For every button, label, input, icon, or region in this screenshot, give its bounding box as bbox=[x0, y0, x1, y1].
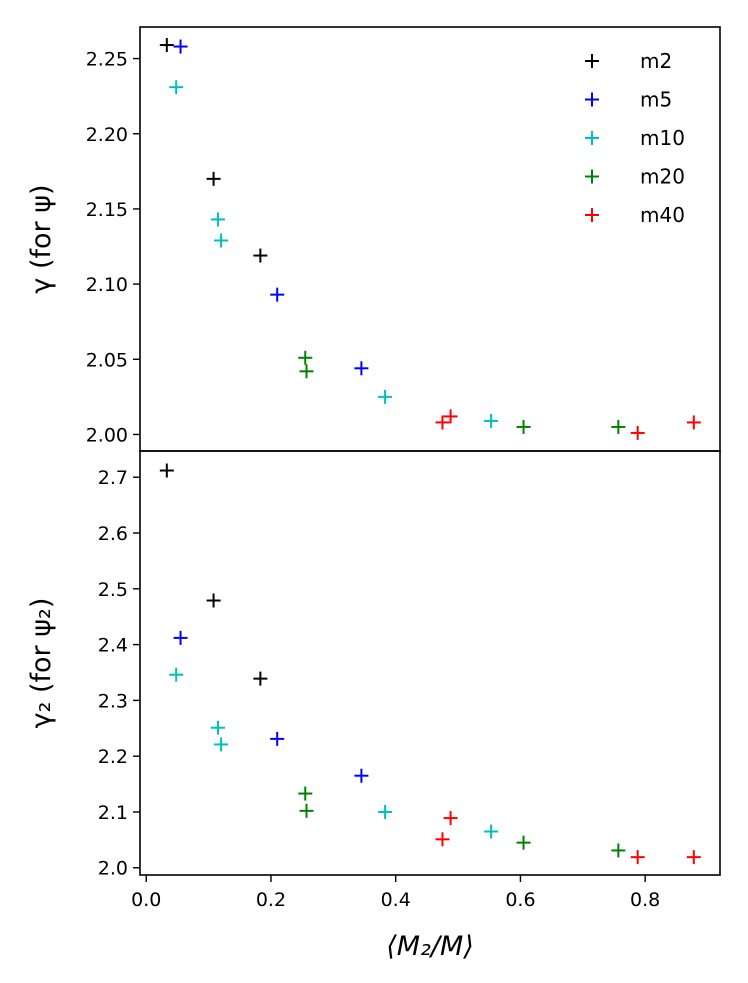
data-point-m20 bbox=[298, 786, 313, 801]
legend-entry-m10: m10 bbox=[585, 126, 685, 150]
data-point-m20 bbox=[516, 419, 531, 434]
y-tick-label: 2.3 bbox=[98, 690, 128, 712]
y-tick-label: 2.00 bbox=[86, 424, 128, 446]
data-point-m10 bbox=[378, 804, 393, 819]
y-tick-label: 2.4 bbox=[98, 635, 128, 657]
data-point-m2 bbox=[206, 171, 221, 186]
y-tick-label: 2.5 bbox=[98, 579, 128, 601]
legend-label: m40 bbox=[640, 203, 685, 227]
legend-label: m2 bbox=[640, 49, 672, 73]
x-tick-label: 0.2 bbox=[256, 889, 286, 911]
bottom-y-axis-label: γ₂ (for ψ₂) bbox=[26, 598, 57, 729]
y-tick-label: 2.0 bbox=[98, 858, 128, 880]
legend-entry-m2: m2 bbox=[585, 49, 672, 73]
data-point-m2 bbox=[159, 38, 174, 53]
x-tick-label: 0.0 bbox=[131, 889, 161, 911]
top-y-axis-label: γ (for ψ) bbox=[26, 184, 57, 293]
data-point-m5 bbox=[354, 361, 369, 376]
data-point-m10 bbox=[214, 737, 229, 752]
data-point-m2 bbox=[253, 248, 268, 263]
top-panel-y-ticks: 2.00 2.05 2.10 2.15 2.20 2.25 bbox=[86, 49, 140, 446]
data-point-m10 bbox=[210, 212, 225, 227]
data-point-m40 bbox=[443, 811, 458, 826]
legend-label: m10 bbox=[640, 126, 685, 150]
y-tick-label: 2.2 bbox=[98, 746, 128, 768]
x-axis-ticks: 0.0 0.2 0.4 0.6 0.8 bbox=[131, 875, 660, 911]
legend-entry-m40: m40 bbox=[585, 203, 685, 227]
data-point-m10 bbox=[484, 413, 499, 428]
data-point-m40 bbox=[686, 850, 701, 865]
top-panel-points bbox=[159, 38, 701, 440]
x-tick-label: 0.6 bbox=[505, 889, 535, 911]
data-point-m40 bbox=[435, 415, 450, 430]
data-point-m40 bbox=[443, 409, 458, 424]
x-tick-label: 0.8 bbox=[630, 889, 660, 911]
data-point-m10 bbox=[484, 824, 499, 839]
data-point-m2 bbox=[159, 463, 174, 478]
bottom-panel-y-ticks: 2.0 2.1 2.2 2.3 2.4 2.5 2.6 2.7 bbox=[98, 467, 140, 880]
data-point-m20 bbox=[298, 350, 313, 365]
data-point-m10 bbox=[169, 667, 184, 682]
y-tick-label: 2.6 bbox=[98, 523, 128, 545]
data-point-m2 bbox=[206, 593, 221, 608]
data-point-m5 bbox=[270, 287, 285, 302]
data-point-m5 bbox=[173, 39, 188, 54]
data-point-m20 bbox=[299, 364, 314, 379]
data-point-m20 bbox=[611, 419, 626, 434]
bottom-panel-points bbox=[159, 463, 701, 865]
data-point-m5 bbox=[354, 768, 369, 783]
legend: m2 m5 m10 m20 m40 bbox=[585, 49, 685, 227]
data-point-m10 bbox=[210, 720, 225, 735]
data-point-m20 bbox=[611, 843, 626, 858]
data-point-m2 bbox=[253, 671, 268, 686]
legend-entry-m5: m5 bbox=[585, 88, 672, 112]
y-tick-label: 2.15 bbox=[86, 199, 128, 221]
data-point-m10 bbox=[169, 80, 184, 95]
data-point-m10 bbox=[214, 233, 229, 248]
data-point-m40 bbox=[435, 832, 450, 847]
data-point-m40 bbox=[630, 850, 645, 865]
data-point-m5 bbox=[270, 731, 285, 746]
y-tick-label: 2.25 bbox=[86, 49, 128, 71]
data-point-m40 bbox=[686, 415, 701, 430]
data-point-m5 bbox=[173, 630, 188, 645]
y-tick-label: 2.7 bbox=[98, 467, 128, 489]
bottom-panel-frame bbox=[139, 450, 721, 876]
data-point-m40 bbox=[630, 425, 645, 440]
data-point-m10 bbox=[378, 389, 393, 404]
y-tick-label: 2.1 bbox=[98, 802, 128, 824]
legend-label: m5 bbox=[640, 88, 672, 112]
y-tick-label: 2.20 bbox=[86, 124, 128, 146]
x-tick-label: 0.4 bbox=[381, 889, 411, 911]
legend-label: m20 bbox=[640, 165, 685, 189]
legend-entry-m20: m20 bbox=[585, 165, 685, 189]
x-axis-label: ⟨M₂/M⟩ bbox=[386, 931, 474, 962]
y-tick-label: 2.10 bbox=[86, 274, 128, 296]
data-point-m20 bbox=[516, 835, 531, 850]
data-point-m20 bbox=[299, 803, 314, 818]
y-tick-label: 2.05 bbox=[86, 349, 128, 371]
